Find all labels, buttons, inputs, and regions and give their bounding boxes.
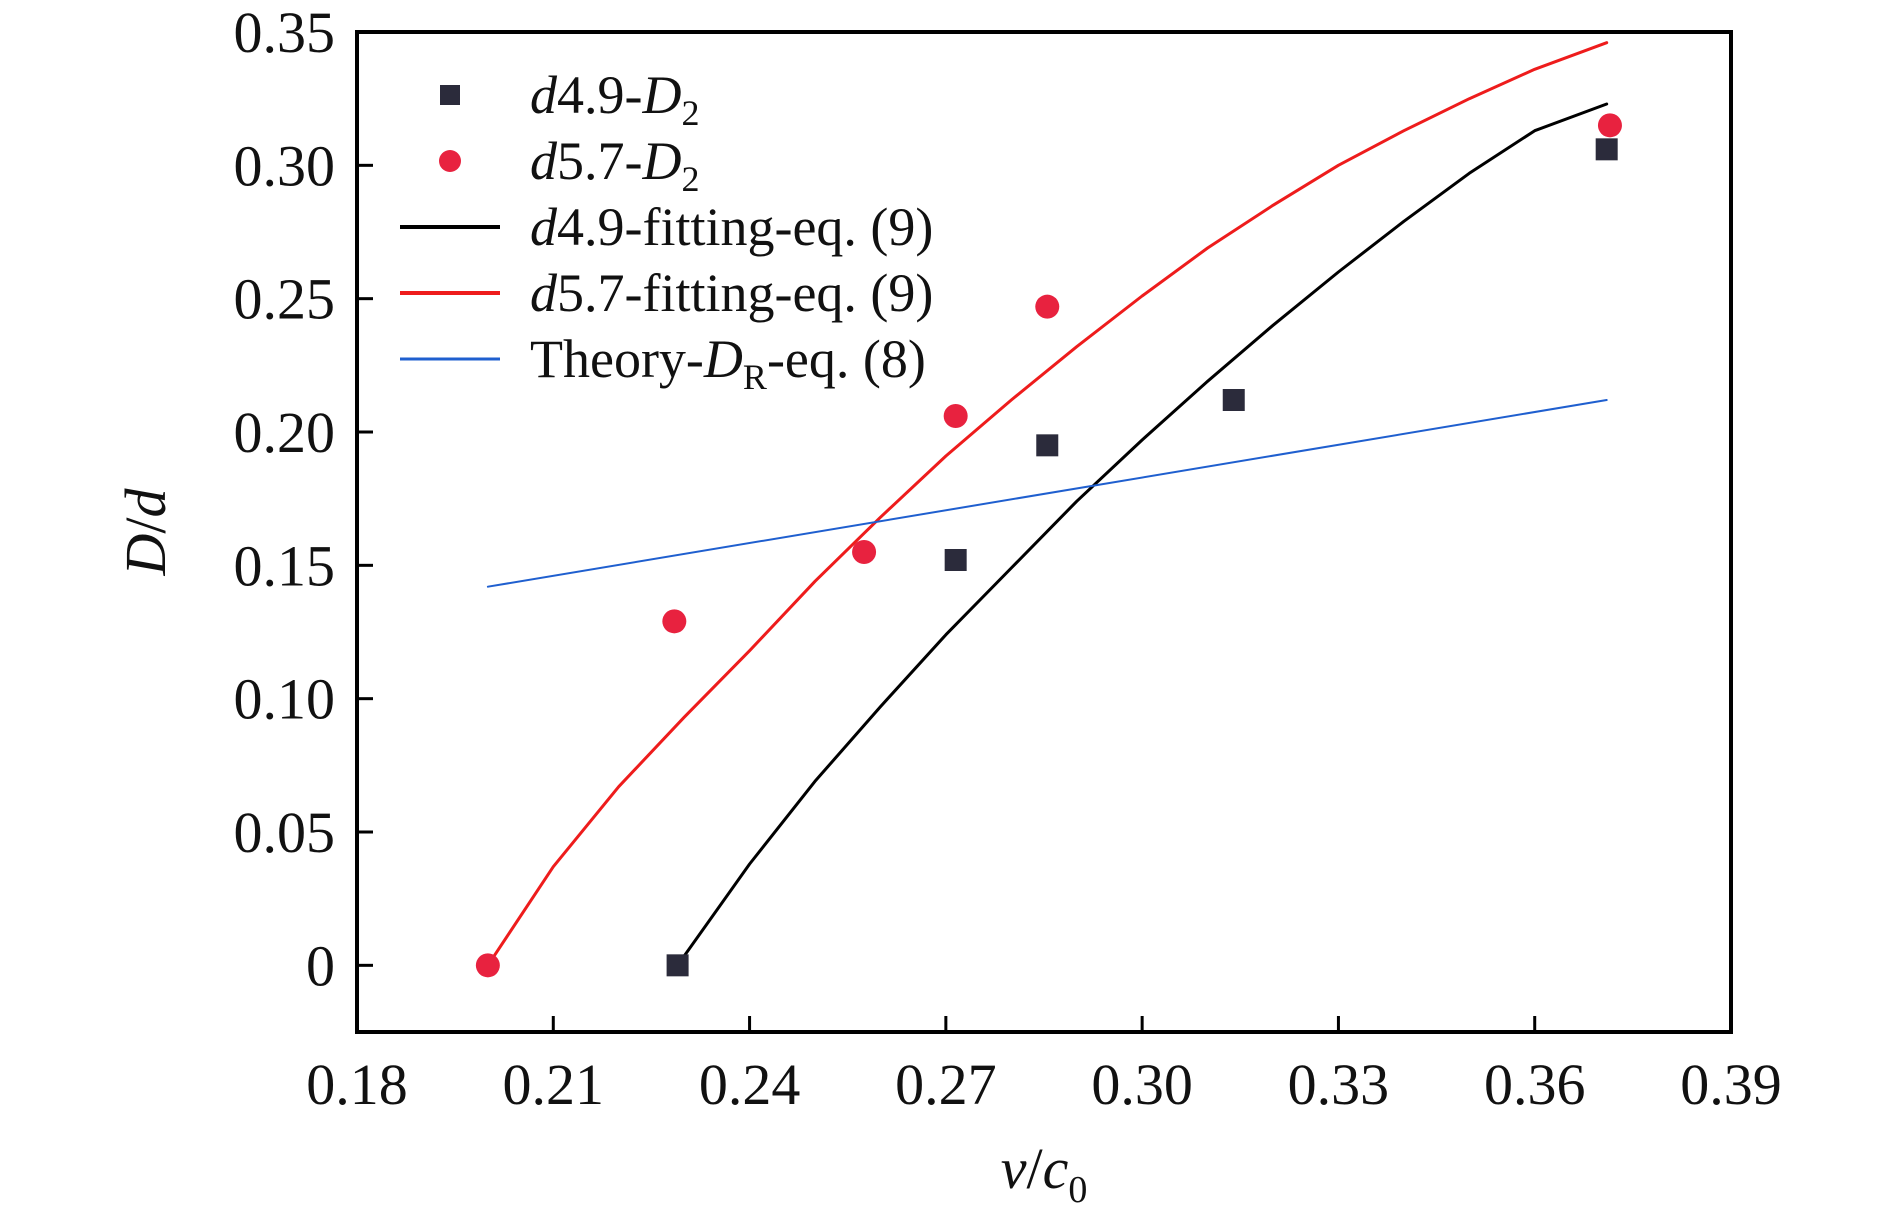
y-axis-label-var2: d bbox=[113, 487, 178, 517]
legend-item-d4-9-fitting-eq-9: d4.9-fitting-eq. (9) bbox=[400, 197, 933, 257]
x-tick-label: 0.39 bbox=[1680, 1052, 1782, 1117]
y-tick-label: 0.20 bbox=[234, 400, 336, 465]
legend-label: Theory-DR-eq. (8) bbox=[530, 329, 926, 397]
x-tick-label: 0.21 bbox=[503, 1052, 605, 1117]
y-tick-label: 0.10 bbox=[234, 667, 336, 732]
legend-item-d5-7-fitting-eq-9: d5.7-fitting-eq. (9) bbox=[400, 263, 933, 323]
x-tick-label: 0.27 bbox=[895, 1052, 997, 1117]
legend-label: d5.7-D2 bbox=[530, 131, 699, 199]
x-tick-label: 0.30 bbox=[1091, 1052, 1193, 1117]
x-tick-label: 0.18 bbox=[306, 1052, 408, 1117]
point-d5-7-d2 bbox=[1035, 294, 1060, 319]
plot-frame bbox=[355, 30, 1733, 1034]
point-d4-9-d2 bbox=[1222, 389, 1245, 411]
point-d4-9-d2 bbox=[944, 549, 967, 571]
x-axis-label-sub: 0 bbox=[1068, 1169, 1087, 1211]
point-d4-9-d2 bbox=[666, 954, 689, 977]
point-d5-7-d2 bbox=[475, 953, 500, 978]
x-tick-label: 0.36 bbox=[1484, 1052, 1586, 1117]
x-tick-label: 0.33 bbox=[1288, 1052, 1390, 1117]
x-axis-label-var: v bbox=[1001, 1136, 1027, 1201]
y-tick-label: 0 bbox=[306, 933, 335, 998]
legend-item-d5-7-d2: d5.7-D2 bbox=[439, 131, 699, 199]
series-line-theory-dr-eq-8 bbox=[486, 399, 1608, 588]
x-tick-label: 0.24 bbox=[699, 1052, 801, 1117]
marks-layer bbox=[475, 41, 1622, 978]
x-axis-label: v/c0 bbox=[1001, 1136, 1088, 1211]
point-d5-7-d2 bbox=[943, 404, 968, 428]
point-d4-9-d2 bbox=[1036, 434, 1059, 457]
y-axis-label-sep: / bbox=[113, 517, 178, 534]
series-line-d4-9-fitting-eq-9 bbox=[676, 102, 1609, 967]
y-tick-label: 0.15 bbox=[234, 533, 336, 598]
legend-swatch bbox=[439, 150, 461, 172]
axis-labels-layer: v/c0D/d bbox=[113, 487, 1087, 1211]
legend-item-d4-9-d2: d4.9-D2 bbox=[440, 65, 699, 133]
legend-label: d4.9-D2 bbox=[530, 65, 699, 133]
y-axis-label: D/d bbox=[113, 487, 178, 576]
legend-label: d4.9-fitting-eq. (9) bbox=[530, 197, 933, 257]
series-line-d5-7-fitting-eq-9 bbox=[486, 41, 1609, 967]
y-tick-label: 0.35 bbox=[234, 0, 336, 65]
ticks-layer: 0.18 0.21 0.24 0.27 0.30 0.33 0.36 0.39 0 0.05 0.1… bbox=[234, 0, 1782, 1117]
y-axis-label-var: D bbox=[113, 534, 178, 577]
y-tick-label: 0.25 bbox=[234, 267, 336, 332]
point-d5-7-d2 bbox=[1597, 113, 1622, 138]
y-tick-label: 0.05 bbox=[234, 800, 336, 865]
legend-swatch bbox=[440, 85, 460, 105]
point-d5-7-d2 bbox=[852, 540, 877, 564]
point-d5-7-d2 bbox=[662, 609, 687, 634]
legend-label: d5.7-fitting-eq. (9) bbox=[530, 263, 933, 323]
x-axis-label-var2: c bbox=[1043, 1136, 1069, 1201]
point-d4-9-d2 bbox=[1595, 138, 1618, 161]
y-tick-label: 0.30 bbox=[234, 133, 336, 198]
legend-item-theory-dr-eq-8: Theory-DR-eq. (8) bbox=[400, 329, 926, 397]
x-axis-label-sep: / bbox=[1026, 1136, 1043, 1201]
